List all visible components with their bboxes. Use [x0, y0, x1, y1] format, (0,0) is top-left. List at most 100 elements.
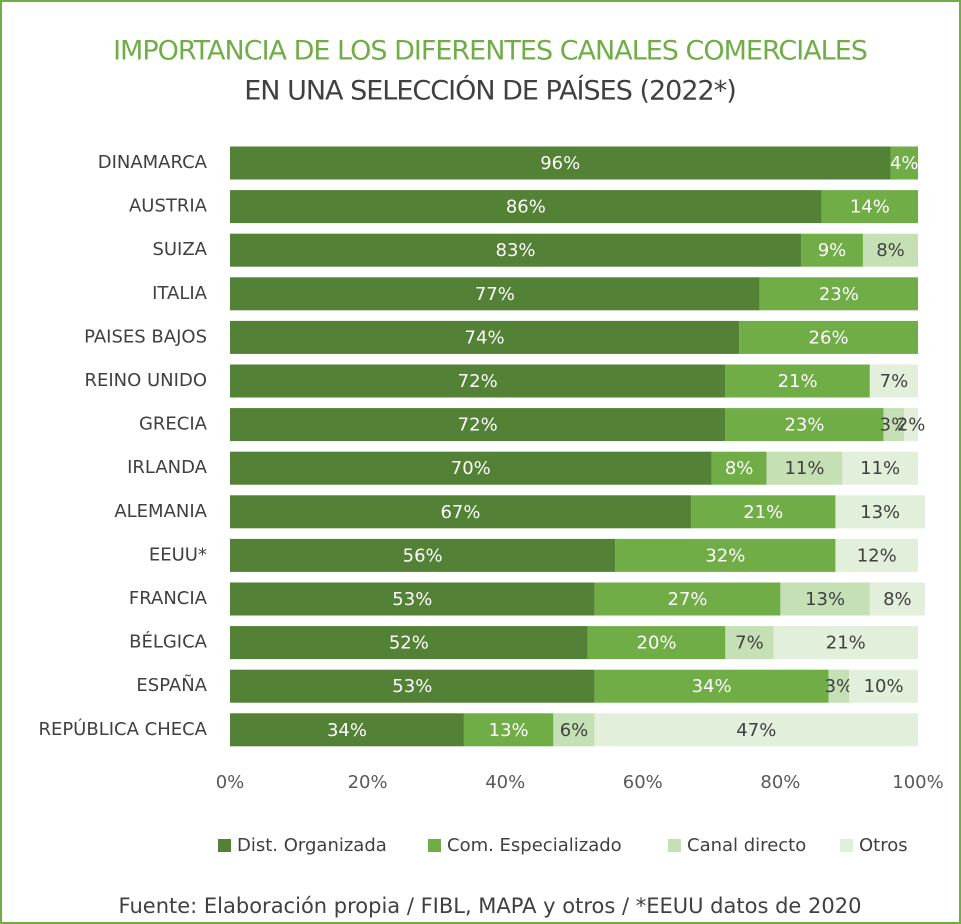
data-label: 8% [883, 589, 912, 610]
data-label: 9% [818, 240, 847, 261]
bar-segment [849, 669, 918, 703]
data-label: 34% [327, 720, 367, 741]
data-label: 70% [451, 458, 491, 479]
bar-segment [230, 190, 822, 224]
bar-segment [463, 713, 554, 747]
legend-label: Otros [859, 835, 908, 856]
data-label: 11% [860, 458, 900, 479]
data-label: 21% [743, 502, 783, 523]
data-label: 7% [880, 371, 909, 392]
data-label: 7% [735, 633, 764, 654]
bar-segment [230, 626, 588, 660]
data-label: 3% [880, 415, 909, 436]
data-label: 56% [403, 545, 443, 566]
bar-segment [230, 364, 726, 398]
data-label: 23% [784, 415, 824, 436]
bar-segment [690, 495, 836, 529]
bar-segment [594, 669, 829, 703]
bar-segment [230, 451, 712, 485]
bar-segment [230, 713, 464, 747]
legend-swatch [668, 839, 681, 852]
data-label: 2% [897, 415, 926, 436]
data-label: 72% [458, 371, 498, 392]
source: Fuente: Elaboración propia / FIBL, MAPA … [119, 894, 862, 918]
x-tick-label: 40% [485, 772, 525, 793]
bar-segment [739, 320, 918, 354]
category-label: REINO UNIDO [84, 370, 207, 391]
data-label: 67% [440, 502, 480, 523]
bar-segment [773, 626, 918, 660]
bar-segment [766, 451, 843, 485]
data-label: 74% [465, 327, 505, 348]
legend-label: Canal directo [687, 835, 806, 856]
bar-segment [230, 495, 691, 529]
data-label: 4% [890, 153, 919, 174]
bar-segment [594, 713, 918, 747]
data-label: 11% [784, 458, 824, 479]
data-label: 13% [805, 589, 845, 610]
data-label: 14% [850, 197, 890, 218]
data-label: 13% [489, 720, 529, 741]
data-label: 32% [705, 545, 745, 566]
bar-segment [835, 495, 925, 529]
bar-segment [780, 582, 870, 616]
legend-label: Com. Especializado [447, 835, 622, 856]
data-label: 52% [389, 633, 429, 654]
category-label: GRECIA [139, 414, 208, 435]
bar-segment [230, 277, 760, 311]
x-tick-label: 60% [623, 772, 663, 793]
legend-label: Dist. Organizada [237, 835, 387, 856]
data-label: 27% [668, 589, 708, 610]
category-label: EEUU* [149, 544, 207, 565]
data-label: 6% [560, 720, 589, 741]
category-label: REPÚBLICA CHECA [38, 718, 207, 740]
category-label: PAISES BAJOS [84, 326, 207, 347]
legend-swatch [840, 839, 853, 852]
bar-segment [725, 626, 774, 660]
data-label: 3% [825, 676, 854, 697]
data-label: 21% [826, 633, 866, 654]
data-label: 53% [392, 676, 432, 697]
chart-subtitle: EN UNA SELECCIÓN DE PAÍSES (2022*) [244, 75, 735, 107]
bar-segment [883, 408, 905, 442]
bar-segment [759, 277, 918, 311]
data-label: 53% [392, 589, 432, 610]
bar-segment [725, 408, 884, 442]
category-label: AUSTRIA [129, 196, 208, 217]
bar-segment [890, 146, 918, 180]
data-label: 23% [819, 284, 859, 305]
bar-segment [230, 669, 595, 703]
data-label: 34% [692, 676, 732, 697]
legend-swatch [218, 839, 231, 852]
category-label: BÉLGICA [129, 631, 208, 653]
x-tick-label: 100% [892, 772, 943, 793]
data-label: 8% [725, 458, 754, 479]
bar-segment [711, 451, 767, 485]
x-tick-label: 0% [216, 772, 245, 793]
bar-segment [828, 669, 850, 703]
data-label: 20% [637, 633, 677, 654]
bar-segment [835, 538, 918, 572]
category-label: ALEMANIA [114, 501, 207, 522]
data-label: 13% [860, 502, 900, 523]
category-label: IRLANDA [127, 457, 208, 478]
bar-segment [869, 582, 925, 616]
data-label: 8% [876, 240, 905, 261]
data-label: 12% [857, 545, 897, 566]
data-label: 21% [778, 371, 818, 392]
bar-segment [230, 233, 802, 267]
data-label: 77% [475, 284, 515, 305]
data-label: 72% [458, 415, 498, 436]
data-label: 86% [506, 197, 546, 218]
data-label: 96% [540, 153, 580, 174]
bar-segment [821, 190, 918, 224]
chart-title: IMPORTANCIA DE LOS DIFERENTES CANALES CO… [113, 36, 867, 67]
category-label: DINAMARCA [98, 152, 208, 173]
x-tick-label: 20% [348, 772, 388, 793]
bar-segment [725, 364, 870, 398]
data-label: 26% [809, 327, 849, 348]
bar-segment [230, 582, 595, 616]
bar-segment [869, 364, 918, 398]
bar-segment [594, 582, 781, 616]
bar-segment [230, 408, 726, 442]
